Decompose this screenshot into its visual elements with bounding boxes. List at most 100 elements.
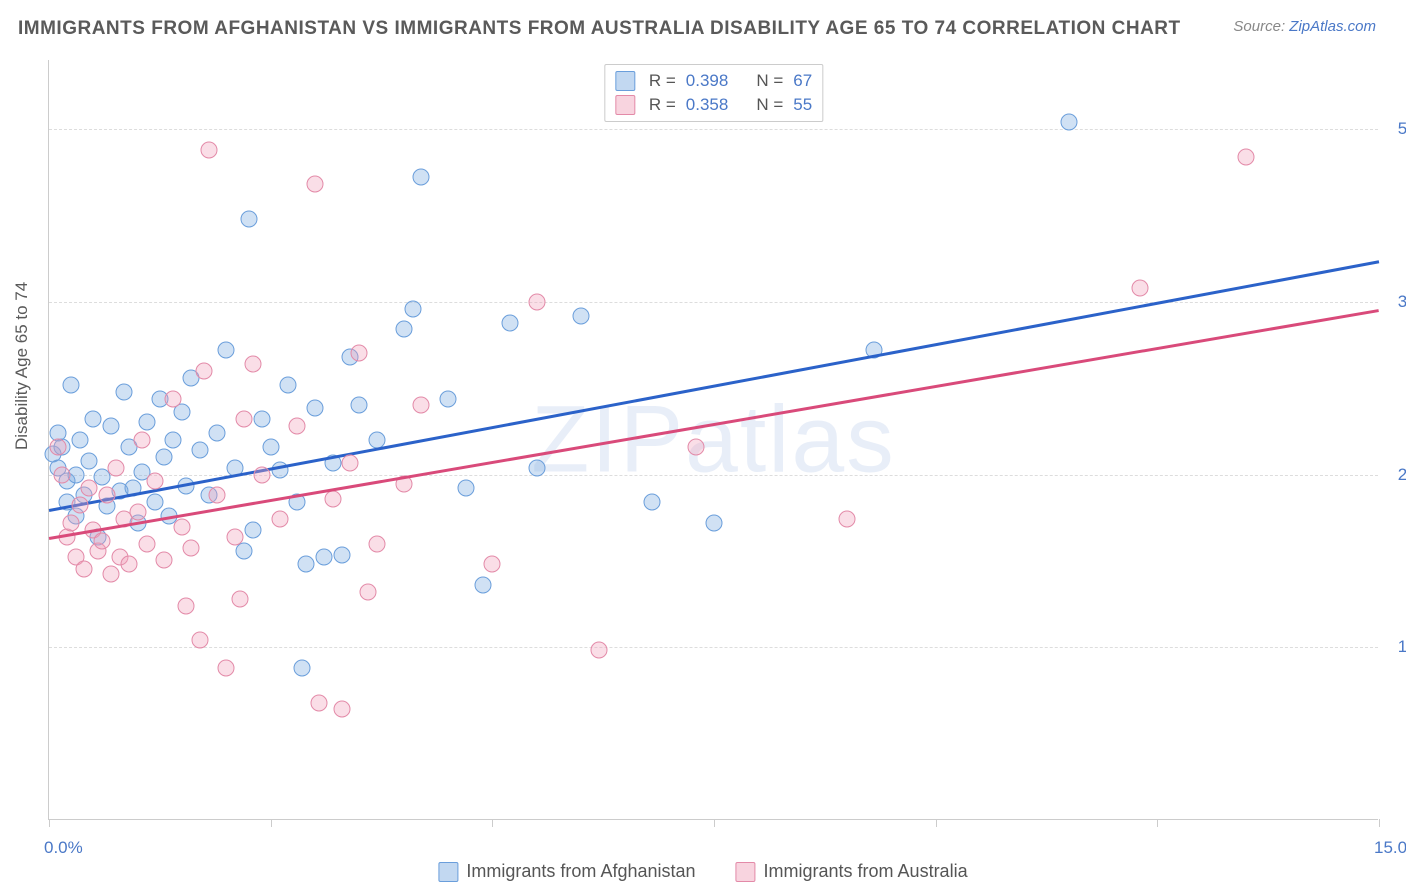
scatter-point (688, 438, 705, 455)
scatter-point (240, 210, 257, 227)
scatter-point (706, 514, 723, 531)
r-value-2: 0.358 (686, 95, 729, 115)
scatter-point (147, 494, 164, 511)
scatter-point (457, 480, 474, 497)
legend-series: Immigrants from Afghanistan Immigrants f… (438, 861, 967, 882)
scatter-point (98, 487, 115, 504)
x-tick (49, 819, 50, 827)
scatter-point (333, 546, 350, 563)
legend-item-label: Immigrants from Australia (764, 861, 968, 882)
legend-stats: R = 0.398 N = 67 R = 0.358 N = 55 (604, 64, 823, 122)
scatter-point (293, 660, 310, 677)
scatter-point (218, 660, 235, 677)
header: IMMIGRANTS FROM AFGHANISTAN VS IMMIGRANT… (0, 0, 1406, 48)
r-label: R = (649, 95, 676, 115)
scatter-point (129, 503, 146, 520)
swatch-pink-icon (736, 862, 756, 882)
scatter-point (528, 459, 545, 476)
scatter-point (475, 577, 492, 594)
scatter-point (271, 510, 288, 527)
legend-stats-row-1: R = 0.398 N = 67 (615, 69, 812, 93)
y-tick-label: 50.0% (1398, 119, 1406, 139)
scatter-point (63, 514, 80, 531)
scatter-point (404, 300, 421, 317)
scatter-point (413, 169, 430, 186)
swatch-blue-icon (615, 71, 635, 91)
legend-item-1: Immigrants from Afghanistan (438, 861, 695, 882)
scatter-point (1238, 148, 1255, 165)
source-prefix: Source: (1233, 18, 1289, 35)
gridline-h (49, 302, 1378, 303)
scatter-point (307, 176, 324, 193)
scatter-point (528, 293, 545, 310)
scatter-point (156, 448, 173, 465)
scatter-point (231, 590, 248, 607)
scatter-point (590, 642, 607, 659)
scatter-point (178, 597, 195, 614)
scatter-point (165, 432, 182, 449)
scatter-point (76, 560, 93, 577)
n-value-1: 67 (793, 71, 812, 91)
n-label: N = (756, 71, 783, 91)
scatter-point (94, 532, 111, 549)
swatch-blue-icon (438, 862, 458, 882)
scatter-point (182, 539, 199, 556)
source-attribution: Source: ZipAtlas.com (1233, 18, 1376, 35)
scatter-point (311, 694, 328, 711)
y-tick-label: 12.5% (1398, 637, 1406, 657)
scatter-point (360, 584, 377, 601)
y-tick-label: 37.5% (1398, 292, 1406, 312)
y-axis-label: Disability Age 65 to 74 (12, 282, 32, 450)
scatter-point (227, 528, 244, 545)
scatter-point (196, 362, 213, 379)
scatter-point (191, 632, 208, 649)
r-label: R = (649, 71, 676, 91)
scatter-point (395, 321, 412, 338)
chart-title: IMMIGRANTS FROM AFGHANISTAN VS IMMIGRANT… (18, 18, 1181, 40)
n-label: N = (756, 95, 783, 115)
scatter-point (315, 549, 332, 566)
scatter-point (72, 432, 89, 449)
scatter-point (1060, 114, 1077, 131)
scatter-point (253, 466, 270, 483)
scatter-point (191, 441, 208, 458)
scatter-point (80, 480, 97, 497)
scatter-point (107, 459, 124, 476)
scatter-point (209, 425, 226, 442)
scatter-point (49, 438, 66, 455)
legend-item-2: Immigrants from Australia (736, 861, 968, 882)
scatter-point (116, 383, 133, 400)
scatter-point (289, 418, 306, 435)
source-link[interactable]: ZipAtlas.com (1289, 18, 1376, 35)
scatter-point (342, 455, 359, 472)
scatter-point (174, 519, 191, 536)
r-value-1: 0.398 (686, 71, 729, 91)
scatter-point (147, 473, 164, 490)
scatter-point (54, 466, 71, 483)
scatter-point (643, 494, 660, 511)
scatter-point (138, 414, 155, 431)
scatter-point (333, 701, 350, 718)
scatter-point (369, 535, 386, 552)
x-tick (714, 819, 715, 827)
scatter-point (1131, 280, 1148, 297)
scatter-point (413, 397, 430, 414)
scatter-point (103, 566, 120, 583)
legend-stats-row-2: R = 0.358 N = 55 (615, 93, 812, 117)
x-tick-label: 0.0% (44, 838, 83, 858)
scatter-point (103, 418, 120, 435)
scatter-point (839, 510, 856, 527)
x-tick (1379, 819, 1380, 827)
scatter-point (280, 376, 297, 393)
scatter-point (573, 307, 590, 324)
scatter-point (253, 411, 270, 428)
gridline-h (49, 129, 1378, 130)
scatter-point (440, 390, 457, 407)
scatter-point (85, 411, 102, 428)
scatter-point (138, 535, 155, 552)
scatter-point (244, 521, 261, 538)
scatter-point (484, 556, 501, 573)
x-tick-label: 15.0% (1374, 838, 1406, 858)
swatch-pink-icon (615, 95, 635, 115)
legend-item-label: Immigrants from Afghanistan (466, 861, 695, 882)
